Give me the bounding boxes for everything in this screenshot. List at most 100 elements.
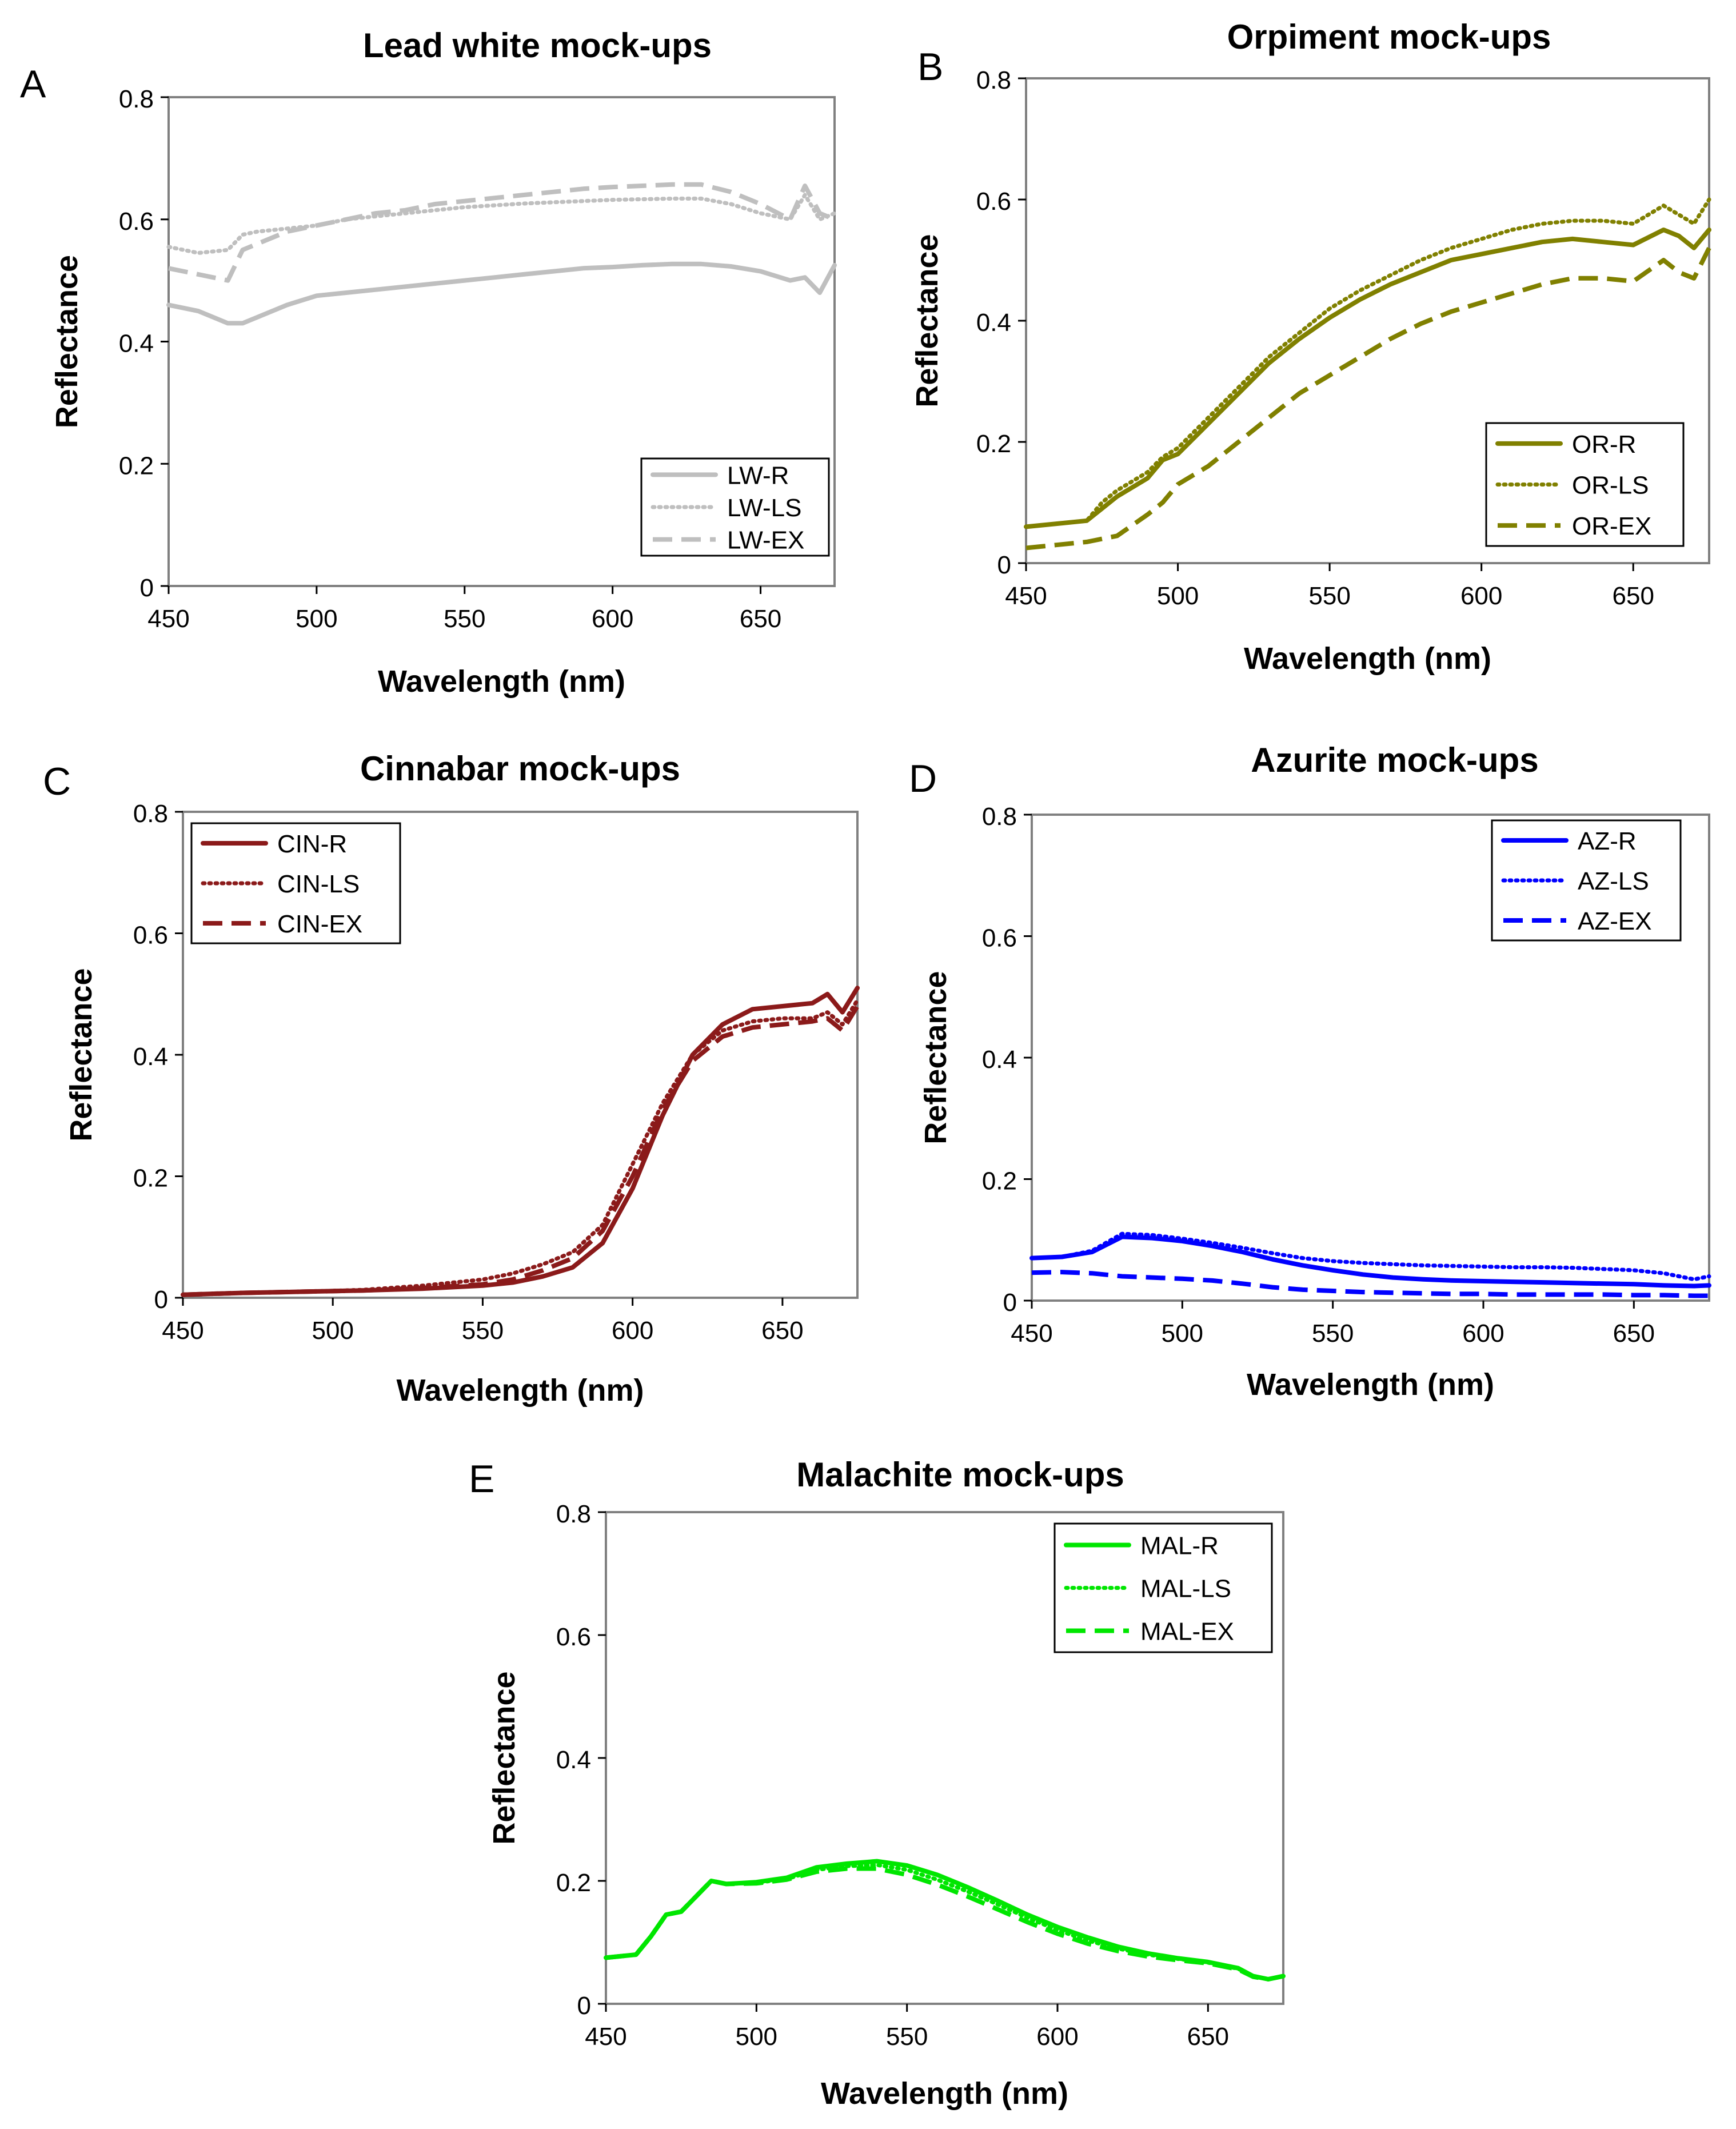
legend: LW-R LW-LS LW-EX: [640, 457, 830, 557]
legend-label: CIN-EX: [277, 910, 362, 938]
x-tick-label: 450: [585, 2023, 626, 2051]
y-tick-label: 0.4: [119, 330, 154, 358]
panel-label: D: [909, 757, 937, 800]
chart-title: Azurite mock-ups: [1251, 741, 1538, 779]
x-tick-label: 500: [736, 2023, 777, 2051]
x-tick-label: 650: [740, 605, 781, 633]
y-axis-label: Reflectance: [487, 1671, 521, 1844]
y-axis-label: Reflectance: [64, 968, 98, 1141]
legend-label: MAL-EX: [1140, 1618, 1234, 1646]
series-line-az-ls: [1029, 1231, 1711, 1282]
y-tick-label: 0.4: [133, 1043, 168, 1071]
x-tick-label: 650: [761, 1317, 803, 1345]
y-tick-label: 0: [997, 551, 1011, 579]
x-tick-label: 450: [162, 1317, 203, 1345]
y-axis-label: Reflectance: [50, 255, 84, 428]
x-axis-label: Wavelength (nm): [1244, 641, 1491, 676]
chart-panel-b: B Orpiment mock-ups 0 0.2 0.4 0.6 0.8 450 500 550…: [910, 18, 1711, 676]
x-tick-label: 550: [1308, 582, 1350, 610]
x-axis-label: Wavelength (nm): [396, 1373, 644, 1408]
y-tick-label: 0.6: [133, 922, 168, 950]
x-tick-label: 600: [1036, 2023, 1078, 2051]
chart-panel-d: D Azurite mock-ups 0 0.2 0.4 0.6 0.8 450 500 550 6…: [909, 741, 1711, 1402]
chart-title: Malachite mock-ups: [796, 1456, 1124, 1494]
y-axis-label: Reflectance: [910, 234, 944, 407]
x-tick-label: 500: [312, 1317, 354, 1345]
y-tick-label: 0.8: [556, 1500, 591, 1528]
x-tick-label: 650: [1613, 582, 1654, 610]
y-tick-label: 0.4: [982, 1046, 1017, 1074]
x-tick-label: 450: [1011, 1319, 1052, 1347]
x-tick-label: 600: [612, 1317, 653, 1345]
series-line-cin-r: [181, 986, 860, 1297]
x-tick-label: 450: [147, 605, 189, 633]
x-tick-label: 550: [462, 1317, 504, 1345]
y-tick-label: 0.2: [976, 430, 1011, 458]
chart-panel-e: E Malachite mock-ups 0 0.2 0.4 0.6 0.8 450 500 55…: [469, 1456, 1286, 2111]
series-line-lw-r: [166, 261, 837, 326]
series-line-cin-ex: [182, 1004, 860, 1297]
legend: AZ-R AZ-LS AZ-EX: [1491, 819, 1682, 942]
y-tick-label: 0.6: [976, 188, 1011, 216]
y-tick-label: 0.6: [982, 924, 1017, 952]
legend-label: MAL-R: [1140, 1532, 1219, 1560]
legend-label: MAL-LS: [1140, 1575, 1231, 1603]
x-tick-label: 600: [1460, 582, 1502, 610]
x-tick-label: 550: [444, 605, 485, 633]
series-line-lw-ls: [166, 193, 837, 255]
y-tick-label: 0.2: [119, 452, 154, 480]
series-line-or-r: [1024, 228, 1711, 529]
x-tick-label: 500: [296, 605, 337, 633]
x-tick-label: 550: [886, 2023, 928, 2051]
series-line-az-ex: [1031, 1270, 1709, 1298]
legend: CIN-R CIN-LS CIN-EX: [190, 822, 401, 944]
x-axis-label: Wavelength (nm): [1247, 1367, 1494, 1402]
y-tick-label: 0.8: [982, 803, 1017, 831]
legend-label: LW-LS: [727, 494, 801, 522]
y-tick-label: 0.6: [556, 1623, 591, 1651]
legend-label: CIN-R: [277, 830, 347, 858]
x-tick-label: 650: [1187, 2023, 1229, 2051]
legend-label: OR-LS: [1572, 472, 1649, 500]
panel-label: C: [43, 760, 71, 803]
y-tick-label: 0.2: [556, 1869, 591, 1897]
y-tick-label: 0: [140, 574, 154, 602]
legend-label: LW-EX: [727, 527, 804, 555]
x-tick-label: 500: [1157, 582, 1199, 610]
x-tick-label: 600: [592, 605, 633, 633]
x-tick-label: 550: [1312, 1319, 1354, 1347]
chart-panel-a: A Lead white mock-ups 0 0.2 0.4 0.6 0.8 450 500 5…: [20, 26, 837, 699]
legend-label: OR-EX: [1572, 512, 1651, 540]
legend-label: OR-R: [1572, 430, 1636, 459]
x-tick-label: 650: [1613, 1319, 1655, 1347]
series-line-mal-ex: [605, 1866, 1284, 1982]
x-tick-label: 450: [1005, 582, 1047, 610]
y-tick-label: 0.8: [976, 66, 1011, 94]
panel-label: A: [20, 62, 46, 106]
x-tick-label: 600: [1462, 1319, 1504, 1347]
legend: OR-R OR-LS OR-EX: [1485, 422, 1685, 547]
legend-label: LW-R: [727, 461, 789, 489]
legend: MAL-R MAL-LS MAL-EX: [1053, 1522, 1273, 1653]
chart-title: Lead white mock-ups: [363, 26, 712, 65]
legend-label: AZ-EX: [1578, 907, 1652, 935]
y-axis-label: Reflectance: [919, 971, 953, 1144]
series-line-az-r: [1029, 1234, 1711, 1289]
panel-label: B: [917, 45, 943, 89]
y-tick-label: 0.4: [976, 309, 1011, 337]
y-tick-label: 0.6: [119, 208, 154, 236]
x-axis-label: Wavelength (nm): [821, 2076, 1068, 2111]
y-tick-label: 0.8: [133, 800, 168, 828]
chart-title: Cinnabar mock-ups: [360, 749, 680, 788]
chart-title: Orpiment mock-ups: [1227, 18, 1551, 56]
y-tick-label: 0.2: [982, 1167, 1017, 1195]
series-line-or-ls: [1024, 197, 1711, 529]
series-line-or-ex: [1025, 247, 1711, 551]
y-tick-label: 0: [577, 1992, 591, 2020]
series-line-lw-ex: [168, 182, 836, 283]
legend-label: AZ-LS: [1578, 867, 1649, 895]
legend-label: AZ-R: [1578, 827, 1637, 855]
y-tick-label: 0.4: [556, 1746, 591, 1774]
x-axis-label: Wavelength (nm): [378, 664, 625, 699]
